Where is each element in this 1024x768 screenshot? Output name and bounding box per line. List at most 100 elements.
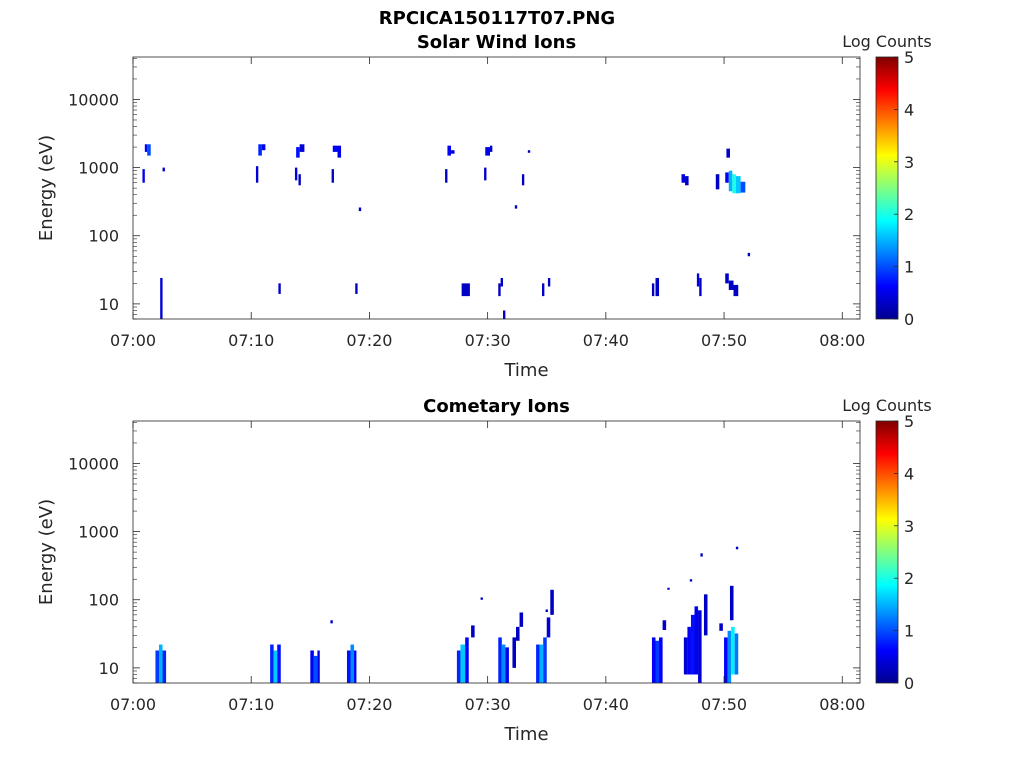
heatmap-cell xyxy=(731,626,735,675)
heatmap-cell xyxy=(298,174,301,186)
heatmap-cell xyxy=(445,169,448,183)
heatmap-cell xyxy=(159,644,163,683)
heatmap-cell xyxy=(715,174,720,190)
y-tick-label: 100 xyxy=(88,227,119,246)
heatmap-cell xyxy=(258,144,262,156)
heatmap-cell xyxy=(142,169,145,183)
y-tick-label: 10 xyxy=(99,659,119,678)
heatmap-cell xyxy=(546,617,551,638)
y-tick-label: 100 xyxy=(88,591,119,610)
heatmap-cell xyxy=(694,606,699,675)
x-tick-label: 07:50 xyxy=(701,331,747,350)
colorbar-tick-label: 3 xyxy=(904,517,914,536)
heatmap-cell xyxy=(659,637,663,683)
heatmap-cell xyxy=(498,637,502,683)
y-tick-label: 10000 xyxy=(68,454,119,473)
heatmap-cell xyxy=(270,644,274,683)
heatmap-cell xyxy=(485,147,490,156)
heatmap-cell xyxy=(310,650,314,683)
colorbar-tick-label: 0 xyxy=(904,674,914,693)
heatmap-cell xyxy=(255,166,259,183)
heatmap-cell xyxy=(527,150,531,153)
colorbar-tick-label: 0 xyxy=(904,310,914,329)
panel-solar-wind: 07:00 07:10 07:20 07:30 07:40 07:50 08:0010100… xyxy=(36,32,932,381)
heatmap-cell xyxy=(543,637,547,683)
heatmap-cell xyxy=(261,144,266,151)
heatmap-cell xyxy=(747,252,751,257)
colorbar-tick-label: 2 xyxy=(904,569,914,588)
y-tick-label: 10 xyxy=(99,295,119,314)
colorbar-tick-label: 3 xyxy=(904,153,914,172)
y-tick-label: 1000 xyxy=(78,523,119,542)
heatmap-cell xyxy=(500,277,504,287)
heatmap-cell xyxy=(505,647,509,683)
x-tick-label: 08:00 xyxy=(819,695,865,714)
heatmap-cell xyxy=(501,644,506,683)
heatmap-cell xyxy=(687,626,691,675)
figure-title: RPCICA150117T07.PNG xyxy=(379,8,615,29)
heatmap-cell xyxy=(667,587,670,590)
heatmap-cell xyxy=(313,655,318,683)
heatmap-cell xyxy=(699,277,702,297)
heatmap-cell xyxy=(662,620,667,630)
plot-area xyxy=(133,57,860,319)
heatmap-cell xyxy=(689,579,693,582)
heatmap-cell xyxy=(332,145,338,152)
heatmap-cell xyxy=(489,145,493,152)
heatmap-cell xyxy=(162,167,165,172)
heatmap-cell xyxy=(512,637,517,668)
x-tick-label: 07:20 xyxy=(346,695,392,714)
x-tick-label: 07:10 xyxy=(228,695,274,714)
colorbar-tick-label: 1 xyxy=(904,622,914,641)
colorbar-tick-label: 4 xyxy=(904,464,914,483)
heatmap-cell xyxy=(719,623,723,631)
x-tick-label: 07:30 xyxy=(465,695,511,714)
heatmap-cell xyxy=(726,148,730,158)
y-axis-label: Energy (eV) xyxy=(36,135,57,241)
heatmap-cell xyxy=(651,283,655,297)
y-tick-label: 1000 xyxy=(78,159,119,178)
plot-area xyxy=(133,421,860,683)
colorbar-tick-label: 1 xyxy=(904,258,914,277)
heatmap-cell xyxy=(299,144,305,152)
heatmap-cell xyxy=(484,167,487,181)
heatmap-cell xyxy=(550,589,554,615)
heatmap-cell xyxy=(740,181,746,193)
heatmap-cell xyxy=(545,609,548,613)
colorbar-tick-label: 2 xyxy=(904,205,914,224)
heatmap-cell xyxy=(355,283,358,294)
heatmap-cell xyxy=(461,283,470,297)
heatmap-cell xyxy=(725,172,729,183)
heatmap-cell xyxy=(728,280,734,290)
y-tick-label: 10000 xyxy=(68,90,119,109)
heatmap-cell xyxy=(503,310,506,319)
heatmap-cell xyxy=(732,174,736,194)
heatmap-cell xyxy=(725,273,729,284)
heatmap-cell xyxy=(277,644,281,683)
heatmap-cell xyxy=(273,650,278,683)
heatmap-cell xyxy=(690,614,695,675)
heatmap-cell xyxy=(160,277,163,319)
heatmap-cell xyxy=(358,207,362,212)
heatmap-cell xyxy=(456,650,461,683)
heatmap-cell xyxy=(651,637,656,683)
heatmap-cell xyxy=(542,283,545,297)
heatmap-cell xyxy=(698,610,702,683)
heatmap-cell xyxy=(465,637,469,683)
x-axis-label: Time xyxy=(503,724,548,745)
heatmap-cell xyxy=(727,630,732,683)
heatmap-cell xyxy=(471,625,475,638)
heatmap-cell xyxy=(703,594,708,636)
heatmap-cell xyxy=(350,644,355,683)
x-tick-label: 07:50 xyxy=(701,695,747,714)
x-tick-label: 07:30 xyxy=(465,331,511,350)
heatmap-cell xyxy=(521,174,525,186)
colorbar-tick-label: 5 xyxy=(904,48,914,67)
heatmap-cell xyxy=(683,637,688,675)
heatmap-cell xyxy=(539,644,544,683)
heatmap-cell xyxy=(317,650,320,683)
heatmap-cell xyxy=(330,620,333,624)
x-tick-label: 07:10 xyxy=(228,331,274,350)
heatmap-cell xyxy=(655,640,660,683)
heatmap-cell xyxy=(728,170,733,192)
